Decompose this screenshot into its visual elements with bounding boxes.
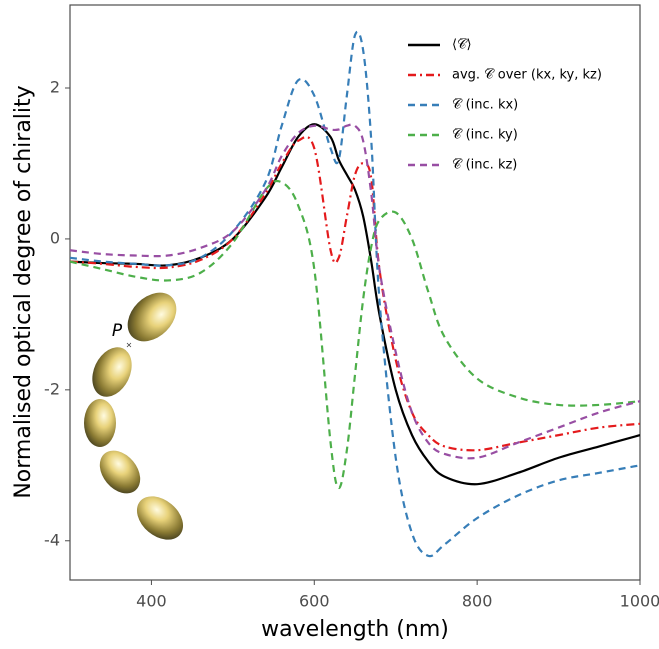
line-series [70, 179, 640, 490]
legend-label: avg. 𝒞̅ over (kx, ky, kz) [452, 68, 602, 83]
nanoparticle-helix: × [84, 292, 184, 540]
x-tick-label: 800 [462, 592, 493, 611]
line-series [70, 30, 640, 558]
legend-label: ⟨𝒞̅⟩ [452, 38, 472, 53]
svg-text:×: × [126, 341, 133, 350]
line-series [70, 123, 640, 460]
y-tick-label: -4 [44, 530, 60, 549]
x-axis-title: wavelength (nm) [261, 617, 449, 642]
x-tick-label: 1000 [620, 592, 659, 611]
line-series [70, 135, 640, 452]
plot-frame [69, 4, 641, 581]
x-tick-label: 600 [299, 592, 330, 611]
legend-label: 𝒞̅ (inc. ky) [452, 128, 518, 143]
y-tick-label: 0 [50, 228, 60, 247]
y-tick-label: -2 [44, 379, 60, 398]
legend-label: 𝒞̅ (inc. kz) [452, 158, 517, 173]
annotation: P [112, 321, 123, 341]
x-tick-label: 400 [136, 592, 167, 611]
y-axis-title: Normalised optical degree of chirality [11, 85, 36, 498]
legend-label: 𝒞̅ (inc. kx) [452, 98, 518, 113]
y-tick-label: 2 [50, 78, 60, 97]
